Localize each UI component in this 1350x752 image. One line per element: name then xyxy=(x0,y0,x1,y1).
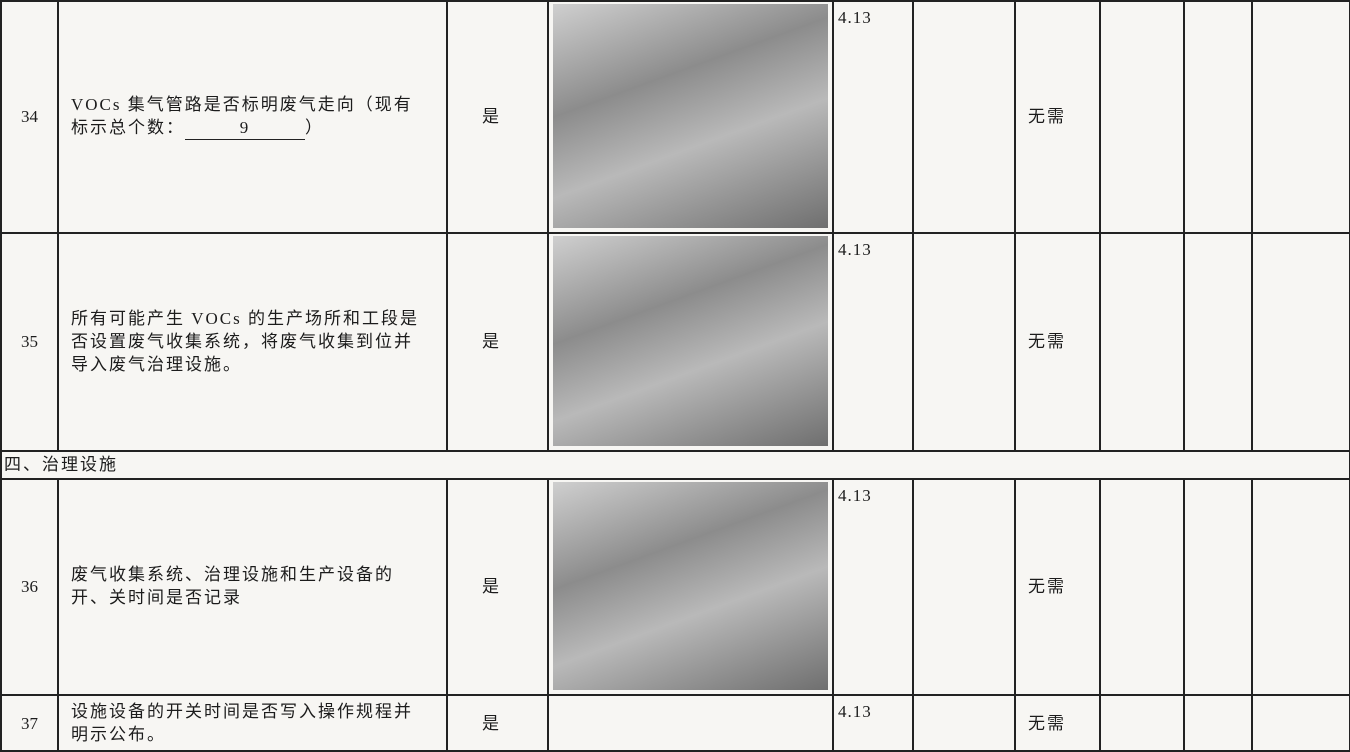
column-border xyxy=(0,478,2,694)
column-border xyxy=(547,232,549,450)
status: 无需 xyxy=(1028,713,1066,733)
column-border xyxy=(1251,694,1253,752)
row-number: 34 xyxy=(21,106,38,126)
row-border xyxy=(0,478,1350,480)
row-border xyxy=(0,232,1350,234)
column-border xyxy=(912,478,914,694)
column-border xyxy=(57,0,59,232)
row-number: 35 xyxy=(21,331,38,351)
date: 4.13 xyxy=(838,240,872,259)
column-border xyxy=(1251,0,1253,232)
status: 无需 xyxy=(1028,576,1066,596)
column-border xyxy=(0,232,2,450)
description-text: 设施设备的开关时间是否写入操作规程并明示公布。 xyxy=(71,700,428,746)
column-border xyxy=(1183,0,1185,232)
column-border xyxy=(1183,478,1185,694)
photo xyxy=(553,482,828,690)
date: 4.13 xyxy=(838,702,872,721)
date: 4.13 xyxy=(838,8,872,27)
column-border xyxy=(912,694,914,752)
row-number: 36 xyxy=(21,576,38,596)
item-description: 废气收集系统、治理设施和生产设备的开、关时间是否记录 xyxy=(63,478,442,694)
column-border xyxy=(57,478,59,694)
column-border xyxy=(1183,694,1185,752)
description-text: VOCs 集气管路是否标明废气走向（现有标示总个数： 9） xyxy=(71,93,428,140)
column-border xyxy=(547,478,549,694)
date: 4.13 xyxy=(838,486,872,505)
column-border xyxy=(1251,478,1253,694)
column-border xyxy=(832,232,834,450)
column-border xyxy=(912,0,914,232)
column-border xyxy=(1014,478,1016,694)
row-number: 37 xyxy=(21,713,38,733)
column-border xyxy=(1251,232,1253,450)
description: 所有可能产生 VOCs 的生产场所和工段是否设置废气收集系统，将废气收集到位并导… xyxy=(71,308,420,374)
column-border xyxy=(1183,232,1185,450)
column-border xyxy=(912,232,914,450)
column-border xyxy=(0,450,2,478)
column-border xyxy=(832,478,834,694)
answer: 是 xyxy=(482,106,501,126)
column-border xyxy=(57,232,59,450)
answer: 是 xyxy=(482,331,501,351)
column-border xyxy=(547,694,549,752)
description: VOCs 集气管路是否标明废气走向（现有标示总个数： xyxy=(71,94,413,137)
column-border xyxy=(547,0,549,232)
column-border xyxy=(1014,694,1016,752)
column-border xyxy=(446,694,448,752)
description: 废气收集系统、治理设施和生产设备的开、关时间是否记录 xyxy=(71,565,394,607)
item-description: 所有可能产生 VOCs 的生产场所和工段是否设置废气收集系统，将废气收集到位并导… xyxy=(63,232,442,450)
column-border xyxy=(57,694,59,752)
answer: 是 xyxy=(482,713,501,733)
column-border xyxy=(1099,478,1101,694)
row-border xyxy=(0,694,1350,696)
section-title: 四、治理设施 xyxy=(4,454,118,474)
column-border xyxy=(1014,0,1016,232)
column-border xyxy=(0,0,2,232)
column-border xyxy=(446,478,448,694)
description-text: 所有可能产生 VOCs 的生产场所和工段是否设置废气收集系统，将废气收集到位并导… xyxy=(71,307,428,376)
description: 设施设备的开关时间是否写入操作规程并明示公布。 xyxy=(71,702,413,744)
description-text: 废气收集系统、治理设施和生产设备的开、关时间是否记录 xyxy=(71,563,428,609)
column-border xyxy=(832,0,834,232)
column-border xyxy=(1014,232,1016,450)
column-border xyxy=(446,232,448,450)
column-border xyxy=(446,0,448,232)
photo xyxy=(553,236,828,446)
item-description: 设施设备的开关时间是否写入操作规程并明示公布。 xyxy=(63,694,442,752)
filled-count: 9 xyxy=(185,116,305,140)
column-border xyxy=(1099,0,1101,232)
item-description: VOCs 集气管路是否标明废气走向（现有标示总个数： 9） xyxy=(63,0,442,232)
row-border xyxy=(0,450,1350,452)
answer: 是 xyxy=(482,576,501,596)
column-border xyxy=(1099,232,1101,450)
column-border xyxy=(0,694,2,752)
status: 无需 xyxy=(1028,106,1066,126)
status: 无需 xyxy=(1028,331,1066,351)
row-border xyxy=(0,0,1350,2)
description-end: ） xyxy=(305,117,324,137)
photo xyxy=(553,4,828,228)
row-border xyxy=(0,750,1350,752)
column-border xyxy=(832,694,834,752)
column-border xyxy=(1099,694,1101,752)
